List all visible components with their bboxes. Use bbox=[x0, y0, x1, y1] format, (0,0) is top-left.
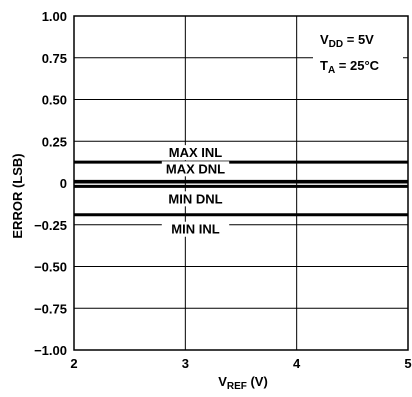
x-tick-labels: 2 3 4 5 bbox=[70, 356, 411, 371]
y-tick-label-5: −0.25 bbox=[34, 218, 67, 233]
series-label-max-dnl: MAX DNL bbox=[166, 161, 225, 176]
y-tick-label-0: 1.00 bbox=[42, 9, 67, 24]
plot-frame bbox=[73, 15, 409, 351]
y-tick-label-8: −1.00 bbox=[34, 343, 67, 358]
condition-vdd: VDD = 5V bbox=[320, 32, 374, 50]
x-axis-label-main: V bbox=[218, 374, 227, 389]
x-tick-label-2: 4 bbox=[293, 356, 301, 371]
series-label-max-inl: MAX INL bbox=[169, 145, 223, 160]
x-axis-label-sub: REF bbox=[227, 381, 247, 392]
series-label-min-dnl: MIN DNL bbox=[168, 191, 222, 206]
x-tick-label-3: 5 bbox=[404, 356, 411, 371]
label-bg-min-dnl bbox=[161, 191, 230, 207]
label-bg-max-inl bbox=[161, 145, 230, 161]
x-tick-label-1: 3 bbox=[182, 356, 189, 371]
label-bg-max-dnl bbox=[161, 161, 230, 177]
y-tick-label-6: −0.50 bbox=[34, 260, 67, 275]
y-tick-label-4: 0 bbox=[60, 176, 67, 191]
series-lines bbox=[74, 160, 408, 217]
conditions-background bbox=[313, 27, 403, 77]
x-axis-label-unit: (V) bbox=[247, 374, 268, 389]
x-tick-label-0: 2 bbox=[70, 356, 77, 371]
x-axis-label: VREF (V) bbox=[218, 374, 268, 392]
y-tick-labels: 1.00 0.75 0.50 0.25 0 −0.25 −0.50 −0.75 −1.00 bbox=[34, 9, 67, 358]
series-label-min-inl: MIN INL bbox=[171, 222, 219, 237]
test-conditions: VDD = 5V TA = 25°C bbox=[313, 27, 403, 77]
y-axis-label: ERROR (LSB) bbox=[10, 153, 25, 238]
y-tick-label-2: 0.50 bbox=[42, 93, 67, 108]
y-tick-label-1: 0.75 bbox=[42, 51, 67, 66]
y-tick-label-7: −0.75 bbox=[34, 301, 67, 316]
condition-ta: TA = 25°C bbox=[320, 58, 380, 76]
label-bg-min-inl bbox=[161, 221, 230, 237]
y-tick-label-3: 0.25 bbox=[42, 134, 67, 149]
